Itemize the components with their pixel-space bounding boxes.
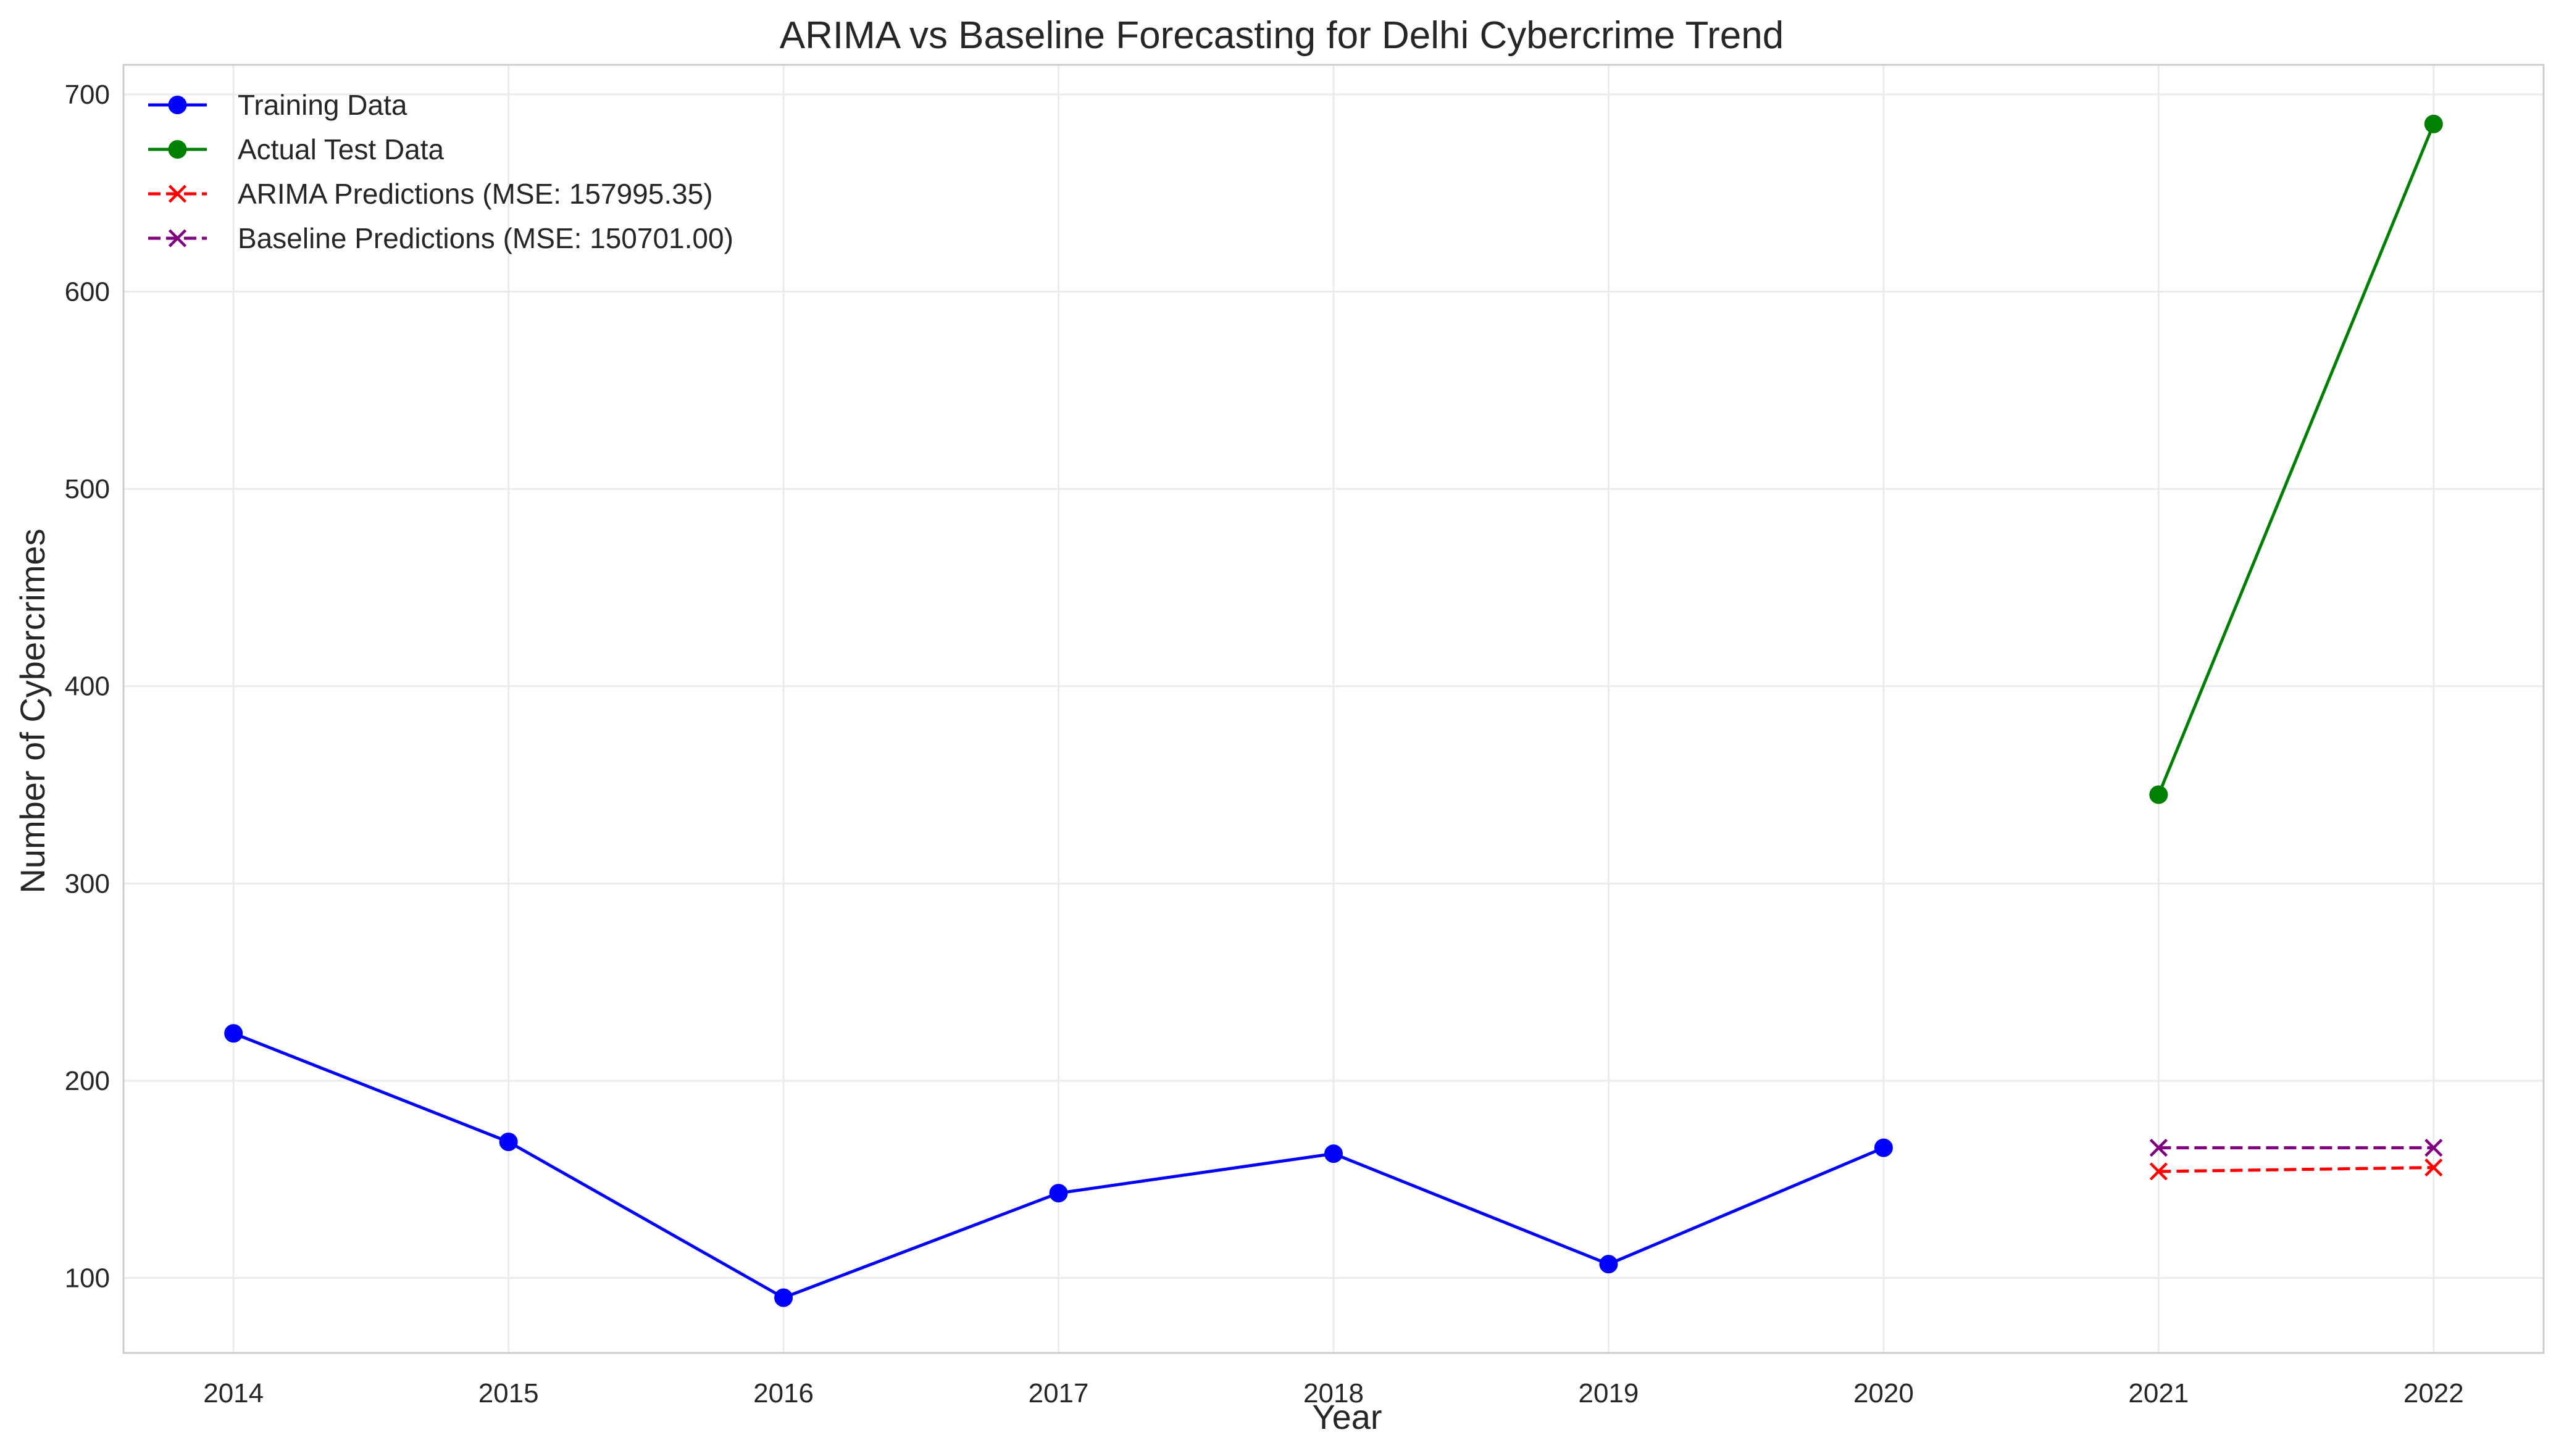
legend-label: Actual Test Data	[238, 133, 445, 165]
legend-entry: Actual Test Data	[148, 133, 445, 165]
series-line	[2157, 123, 2436, 796]
legend-label: Training Data	[238, 89, 407, 121]
y-tick-label: 700	[65, 80, 110, 110]
x-marker-stroke	[2149, 1162, 2168, 1181]
data-point	[1874, 1138, 1893, 1157]
y-axis-label: Number of Cybercrimes	[13, 528, 52, 893]
x-marker-stroke	[2149, 1139, 2168, 1157]
y-tick-label: 100	[65, 1263, 110, 1294]
x-tick-label: 2022	[2403, 1378, 2464, 1408]
legend: Training Data Actual Test Data ARIMA Predi…	[148, 89, 733, 254]
series-line	[2158, 1166, 2434, 1173]
x-tick-label: 2021	[2128, 1378, 2189, 1408]
legend-marker	[168, 96, 187, 114]
series-1	[2149, 114, 2443, 804]
chart-title: ARIMA vs Baseline Forecasting for Delhi …	[780, 14, 1784, 57]
plot-frame	[122, 64, 2545, 1354]
x-marker-stroke	[168, 185, 187, 203]
y-tick-label: 400	[65, 672, 110, 702]
tick-labels: 2014 2015 2016 2017 2018 2019 2020 2021 2022 100 2…	[65, 80, 2464, 1408]
series-2	[2149, 1158, 2443, 1181]
y-tick-label: 500	[65, 474, 110, 504]
data-point	[1599, 1255, 1618, 1274]
legend-entry: Baseline Predictions (MSE: 150701.00)	[148, 222, 733, 254]
x-tick-label: 2014	[203, 1378, 264, 1408]
legend-marker	[168, 140, 187, 159]
grid-lines	[123, 65, 2544, 1353]
data-point	[2424, 1158, 2443, 1177]
data-point	[1324, 1144, 1343, 1163]
legend-label: Baseline Predictions (MSE: 150701.00)	[238, 222, 733, 254]
x-tick-label: 2018	[1303, 1378, 1364, 1408]
data-point	[1049, 1184, 1068, 1203]
x-marker-stroke	[2424, 1139, 2443, 1157]
data-point	[2149, 1162, 2168, 1181]
y-tick-label: 200	[65, 1066, 110, 1096]
series-0	[224, 1024, 1893, 1307]
data-point	[499, 1133, 518, 1152]
data-point	[2424, 1139, 2443, 1157]
x-tick-label: 2016	[753, 1378, 814, 1408]
y-tick-label: 300	[65, 868, 110, 899]
x-axis-label: Year	[1312, 1397, 1382, 1436]
y-tick-label: 600	[65, 277, 110, 307]
data-point	[2424, 114, 2443, 133]
x-tick-label: 2015	[478, 1378, 539, 1408]
legend-label: ARIMA Predictions (MSE: 157995.35)	[238, 178, 713, 210]
series-layer	[224, 114, 2443, 1307]
legend-marker	[168, 229, 187, 248]
legend-entry: Training Data	[148, 89, 407, 121]
data-point	[2149, 1139, 2168, 1157]
x-tick-label: 2019	[1579, 1378, 1639, 1408]
x-marker-stroke	[168, 229, 187, 248]
legend-entry: ARIMA Predictions (MSE: 157995.35)	[148, 178, 713, 210]
legend-marker	[168, 185, 187, 203]
x-marker-stroke	[2424, 1158, 2443, 1177]
series-3	[2149, 1139, 2443, 1157]
data-point	[2149, 785, 2168, 804]
data-point	[774, 1288, 793, 1307]
data-point	[224, 1024, 243, 1043]
x-tick-label: 2020	[1853, 1378, 1914, 1408]
x-tick-label: 2017	[1029, 1378, 1089, 1408]
